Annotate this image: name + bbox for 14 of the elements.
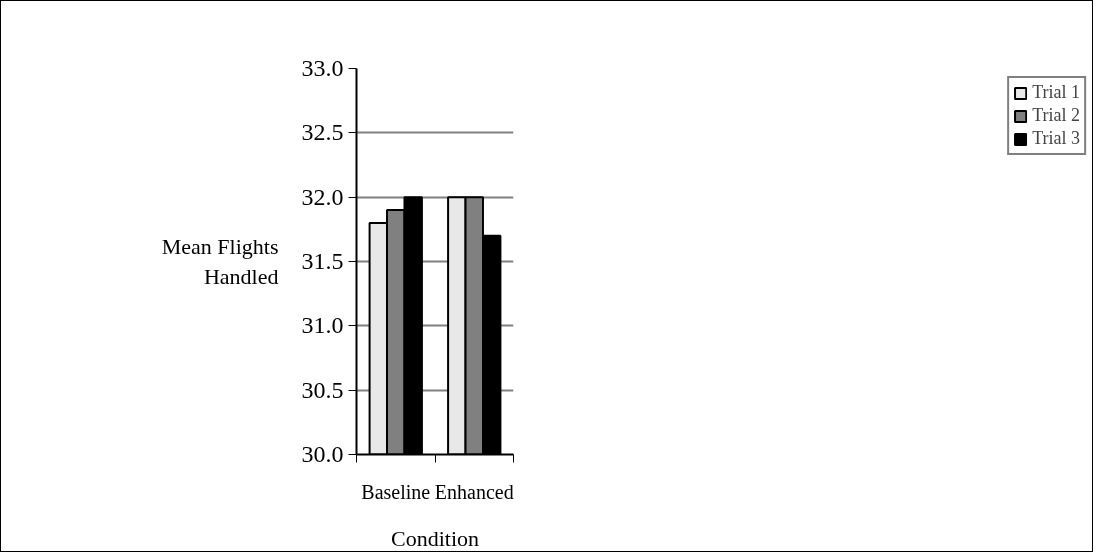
y-tick-label: 33.0 [301,55,344,81]
y-tick-label: 32.0 [301,183,344,210]
x-tick-label: Enhanced [434,480,514,503]
y-tick-label: 32.5 [301,119,344,146]
legend-label: Trial 2 [1032,105,1080,126]
y-axis-title: Mean Flights Handled [161,234,279,289]
y-tick-label: 31.0 [301,312,344,339]
x-tick-label: Baseline [361,480,431,503]
y-tick-label: 30.0 [301,441,344,467]
legend-label: Trial 1 [1032,82,1080,103]
y-tick-label: 31.5 [301,248,344,274]
x-axis-title: Condition [390,525,480,551]
legend-label: Trial 3 [1032,128,1080,149]
y-tick-label: 30.5 [301,376,344,403]
